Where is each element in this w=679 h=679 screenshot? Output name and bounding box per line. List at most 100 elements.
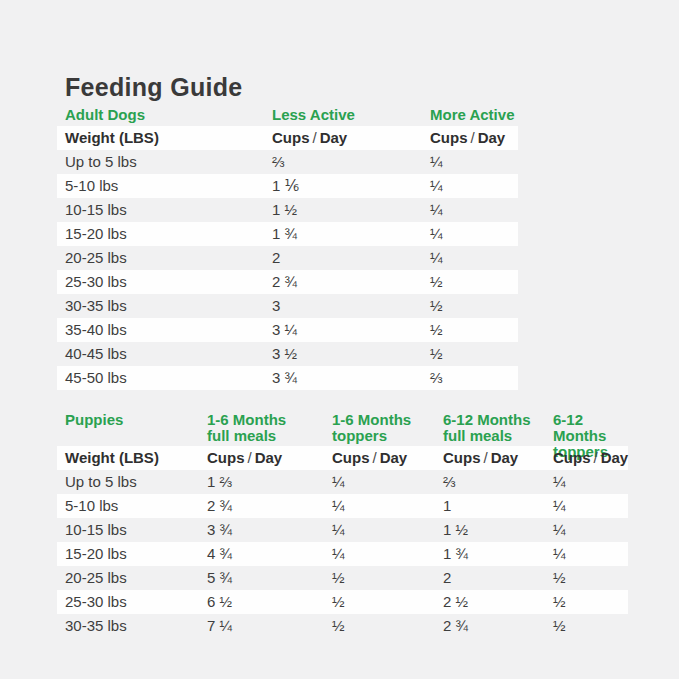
- m16-full-cell: 1 ⅔: [207, 470, 332, 494]
- m612-full-cell: ⅔: [443, 470, 553, 494]
- puppies-rows: Weight (LBS) Cups/Day Cups/Day Cups/Day …: [57, 446, 628, 638]
- less-active-cell: 1 ⅙: [272, 174, 430, 198]
- table-row: 15-20 lbs 4 ¾ ¼ 1 ¾ ¼: [57, 542, 628, 566]
- m16-full-cell: 6 ½: [207, 590, 332, 614]
- table-row: 35-40 lbs 3 ¼ ½: [57, 318, 518, 342]
- m16-toppers-cell: ½: [332, 590, 443, 614]
- weight-cell: 30-35 lbs: [65, 294, 272, 318]
- col-label-line1: 1-6 Months: [332, 411, 411, 428]
- cups-day-header: Cups/Day: [443, 446, 553, 470]
- col-label-line2: toppers: [332, 428, 443, 444]
- table-row: 25-30 lbs 6 ½ ½ 2 ½ ½: [57, 590, 628, 614]
- adult-col-less-active: Less Active: [272, 103, 430, 126]
- cups-day-header: Cups/Day: [430, 126, 518, 150]
- weight-cell: 40-45 lbs: [65, 342, 272, 366]
- col-label-line2: full meals: [443, 428, 553, 444]
- table-row: 20-25 lbs 5 ¾ ½ 2 ½: [57, 566, 628, 590]
- separator-label: /: [370, 449, 380, 466]
- table-row: Up to 5 lbs ⅔ ¼: [57, 150, 518, 174]
- m612-full-cell: 2 ½: [443, 590, 553, 614]
- day-label: Day: [255, 449, 283, 466]
- cups-day-header: Cups/Day: [553, 446, 628, 470]
- weight-cell: 25-30 lbs: [65, 590, 207, 614]
- less-active-cell: 3: [272, 294, 430, 318]
- separator-label: /: [245, 449, 255, 466]
- weight-cell: 35-40 lbs: [65, 318, 272, 342]
- cups-day-header: Cups/Day: [332, 446, 443, 470]
- table-row: 45-50 lbs 3 ¾ ⅔: [57, 366, 518, 390]
- puppies-col-1-6-full-meals: 1-6 Monthsfull meals: [207, 412, 332, 444]
- adult-section-label: Adult Dogs: [65, 103, 272, 126]
- weight-header: Weight (LBS): [65, 126, 272, 150]
- day-label: Day: [380, 449, 408, 466]
- m16-full-cell: 2 ¾: [207, 494, 332, 518]
- m16-full-cell: 4 ¾: [207, 542, 332, 566]
- more-active-cell: ½: [430, 342, 518, 366]
- weight-cell: 5-10 lbs: [65, 494, 207, 518]
- less-active-cell: 3 ¾: [272, 366, 430, 390]
- puppies-col-6-12-full-meals: 6-12 Monthsfull meals: [443, 412, 553, 444]
- cups-day-header: Cups/Day: [207, 446, 332, 470]
- separator-label: /: [481, 449, 491, 466]
- separator-label: /: [310, 129, 320, 146]
- m612-toppers-cell: ¼: [553, 542, 628, 566]
- page-title: Feeding Guide: [65, 73, 243, 102]
- m16-full-cell: 3 ¾: [207, 518, 332, 542]
- col-label-line2: full meals: [207, 428, 332, 444]
- m16-full-cell: 5 ¾: [207, 566, 332, 590]
- m16-toppers-cell: ¼: [332, 470, 443, 494]
- m612-full-cell: 2: [443, 566, 553, 590]
- day-label: Day: [601, 449, 629, 466]
- puppies-col-1-6-toppers: 1-6 Monthstoppers: [332, 412, 443, 444]
- weight-cell: Up to 5 lbs: [65, 150, 272, 174]
- less-active-cell: 2 ¾: [272, 270, 430, 294]
- more-active-cell: ¼: [430, 198, 518, 222]
- weight-cell: Up to 5 lbs: [65, 470, 207, 494]
- m16-full-cell: 7 ¼: [207, 614, 332, 638]
- col-label-line1: 1-6 Months: [207, 411, 286, 428]
- m612-toppers-cell: ½: [553, 590, 628, 614]
- adult-col-more-active: More Active: [430, 103, 518, 126]
- adult-column-header-row: Weight (LBS) Cups/Day Cups/Day: [57, 126, 518, 150]
- weight-cell: 25-30 lbs: [65, 270, 272, 294]
- less-active-cell: 1 ½: [272, 198, 430, 222]
- cups-label: Cups: [272, 129, 310, 146]
- table-row: Up to 5 lbs 1 ⅔ ¼ ⅔ ¼: [57, 470, 628, 494]
- table-row: 25-30 lbs 2 ¾ ½: [57, 270, 518, 294]
- m612-toppers-cell: ½: [553, 614, 628, 638]
- less-active-cell: 3 ½: [272, 342, 430, 366]
- separator-label: /: [591, 449, 601, 466]
- weight-cell: 45-50 lbs: [65, 366, 272, 390]
- m612-toppers-cell: ¼: [553, 518, 628, 542]
- table-row: 40-45 lbs 3 ½ ½: [57, 342, 518, 366]
- m612-full-cell: 2 ¾: [443, 614, 553, 638]
- more-active-cell: ½: [430, 318, 518, 342]
- more-active-cell: ¼: [430, 150, 518, 174]
- cups-label: Cups: [332, 449, 370, 466]
- puppies-section-header-row: Puppies 1-6 Monthsfull meals 1-6 Monthst…: [57, 403, 628, 446]
- m612-toppers-cell: ¼: [553, 470, 628, 494]
- separator-label: /: [468, 129, 478, 146]
- table-row: 10-15 lbs 1 ½ ¼: [57, 198, 518, 222]
- puppies-table: Puppies 1-6 Monthsfull meals 1-6 Monthst…: [57, 403, 628, 638]
- m16-toppers-cell: ¼: [332, 494, 443, 518]
- more-active-cell: ¼: [430, 174, 518, 198]
- col-label-line1: 6-12 Months: [443, 411, 531, 428]
- more-active-cell: ½: [430, 270, 518, 294]
- weight-cell: 10-15 lbs: [65, 198, 272, 222]
- weight-cell: 20-25 lbs: [65, 246, 272, 270]
- cups-label: Cups: [430, 129, 468, 146]
- cups-day-header: Cups/Day: [272, 126, 430, 150]
- table-row: 15-20 lbs 1 ¾ ¼: [57, 222, 518, 246]
- adult-dogs-table: Adult Dogs Less Active More Active Weigh…: [57, 103, 518, 390]
- cups-label: Cups: [443, 449, 481, 466]
- more-active-cell: ¼: [430, 222, 518, 246]
- more-active-cell: ¼: [430, 246, 518, 270]
- cups-label: Cups: [553, 449, 591, 466]
- more-active-cell: ½: [430, 294, 518, 318]
- weight-cell: 15-20 lbs: [65, 542, 207, 566]
- day-label: Day: [478, 129, 506, 146]
- puppies-column-header-row: Weight (LBS) Cups/Day Cups/Day Cups/Day …: [57, 446, 628, 470]
- adult-section-header-row: Adult Dogs Less Active More Active: [57, 103, 518, 126]
- m16-toppers-cell: ½: [332, 566, 443, 590]
